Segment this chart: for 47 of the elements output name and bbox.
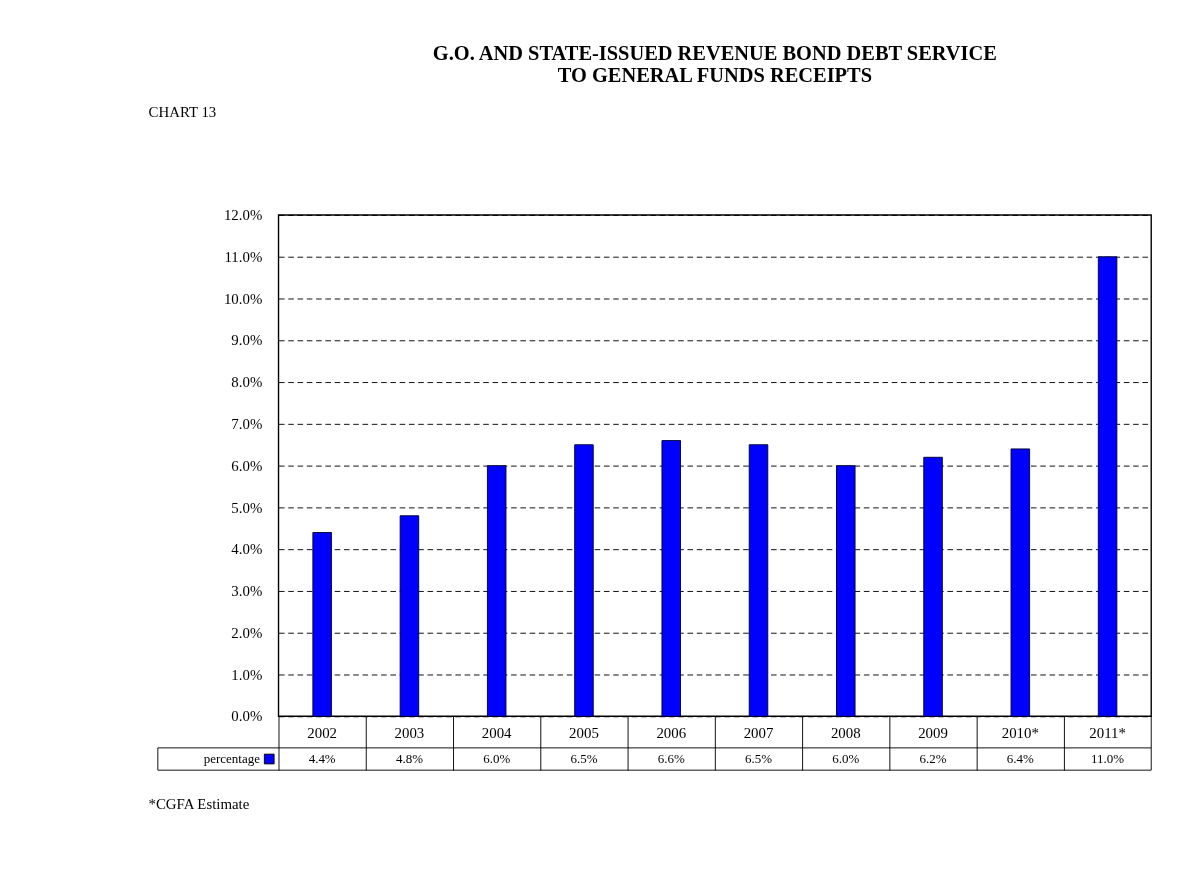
data-label: 11.0% xyxy=(1091,750,1125,766)
legend-label: percentage xyxy=(203,750,261,766)
caption: CHART 13 xyxy=(148,104,217,121)
y-tick-label: 10.0% xyxy=(223,290,263,307)
bar xyxy=(574,444,594,717)
y-tick-label: 8.0% xyxy=(231,374,263,391)
y-tick-label: 4.0% xyxy=(231,541,263,558)
y-tick-label: 9.0% xyxy=(231,332,263,349)
bar xyxy=(748,444,769,717)
x-tick-label: 2006 xyxy=(656,725,687,742)
bar xyxy=(923,456,943,717)
y-tick-label: 7.0% xyxy=(231,415,263,432)
y-tick-label: 0.0% xyxy=(231,708,263,725)
data-label: 6.2% xyxy=(919,750,947,766)
x-tick-label: 2010* xyxy=(1001,725,1039,742)
x-tick-label: 2008 xyxy=(830,725,861,742)
y-tick-label: 1.0% xyxy=(231,666,263,683)
x-tick-label: 2011* xyxy=(1089,725,1126,742)
data-label: 6.6% xyxy=(657,750,685,766)
x-tick-label: 2004 xyxy=(481,725,513,742)
data-label: 4.8% xyxy=(395,750,424,766)
y-tick-label: 12.0% xyxy=(223,207,263,224)
y-tick-label: 5.0% xyxy=(231,499,263,516)
x-tick-label: 2002 xyxy=(307,725,337,742)
y-tick-label: 11.0% xyxy=(224,248,263,265)
data-label: 6.5% xyxy=(744,750,773,766)
x-tick-label: 2005 xyxy=(569,725,599,742)
data-label: 6.0% xyxy=(483,750,511,766)
bar xyxy=(836,465,856,717)
bar xyxy=(1097,256,1118,717)
x-tick-label: 2009 xyxy=(918,725,948,742)
x-tick-label: 2003 xyxy=(394,725,425,742)
bar xyxy=(312,532,332,717)
y-tick-label: 3.0% xyxy=(231,583,263,600)
y-tick-label: 6.0% xyxy=(231,457,263,474)
data-label: 6.0% xyxy=(832,750,860,766)
data-label: 6.4% xyxy=(1006,750,1035,766)
x-tick-label: 2007 xyxy=(743,725,774,742)
text: *CGFA Estimate xyxy=(148,796,250,813)
bar xyxy=(1010,448,1031,717)
y-tick-label: 2.0% xyxy=(231,624,263,641)
chart-title: G.O. AND STATE-ISSUED REVENUE BOND DEBT SERVICE TO GENERAL FUNDS RECEIPTS xyxy=(432,41,997,87)
bar xyxy=(486,465,507,717)
data-label: 6.5% xyxy=(570,750,598,766)
bar xyxy=(399,515,420,717)
data-label: 4.4% xyxy=(308,750,336,766)
bar xyxy=(661,440,681,717)
